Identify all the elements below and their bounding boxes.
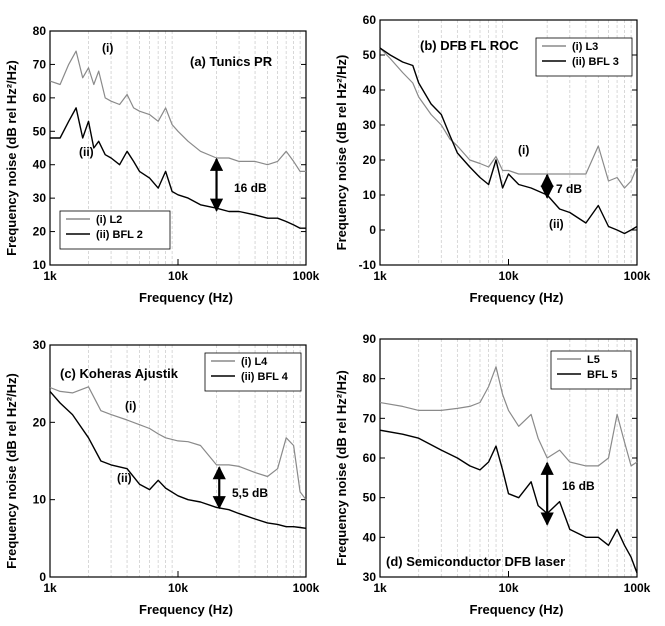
x-tick-label: 1k [373,581,387,595]
y-tick-label: 30 [33,338,47,352]
y-tick-label: 90 [363,332,377,346]
series-line [379,429,638,574]
series-annotation: (i) [102,41,113,55]
x-tick-label: 100k [624,581,651,595]
legend-box [535,37,633,77]
x-tick-label: 10k [498,269,518,283]
y-tick-label: 60 [363,451,377,465]
x-axis-label: Frequency (Hz) [470,602,564,617]
difference-label: 5,5 dB [232,486,268,500]
x-tick-label: 10k [498,581,518,595]
x-tick-label: 100k [624,269,651,283]
y-tick-label: 0 [369,223,376,237]
y-tick-label: 50 [363,48,377,62]
x-tick-label: 10k [168,581,188,595]
legend-box [204,352,302,392]
series-line [379,47,638,189]
y-axis-label: Frequency noise (dB rel Hz²/Hz) [4,60,19,256]
legend-label: L5 [587,354,600,366]
legend-box [59,210,171,250]
y-tick-label: 50 [33,124,47,138]
x-axis-label: Frequency (Hz) [139,602,233,617]
legend-label: (i) L4 [241,356,268,368]
y-tick-label: 10 [363,188,377,202]
y-tick-label: 40 [363,83,377,97]
y-tick-label: 20 [363,153,377,167]
y-tick-label: 10 [33,493,47,507]
legend-label: (ii) BFL 3 [572,56,619,68]
series-line [379,47,638,235]
chart-panel: 10 20 30 40 50 60 70 80 1k 10k 100k Frequency (Hz) F… [4,24,320,305]
legend-label: BFL 5 [587,369,617,381]
y-tick-label: 20 [33,415,47,429]
x-tick-label: 1k [43,269,57,283]
x-tick-label: 10k [168,269,188,283]
series-line [50,107,306,229]
series-annotation: (ii) [117,471,132,485]
series-annotation: (ii) [79,145,94,159]
chart-panel: -10 0 10 20 30 40 50 60 1k 10k 100k Frequency (Hz) F… [334,13,651,305]
y-tick-label: 10 [33,258,47,272]
legend-box [550,350,632,390]
y-tick-label: -10 [359,258,377,272]
y-axis-label: Frequency noise (dB rel Hz²/Hz) [4,373,19,569]
x-tick-label: 100k [293,581,320,595]
y-tick-label: 60 [363,13,377,27]
y-tick-label: 30 [33,191,47,205]
series-line [379,366,638,467]
panel-title: (c) Koheras Ajustik [60,366,179,381]
difference-label: 7 dB [556,182,582,196]
x-tick-label: 100k [293,269,320,283]
series-line [49,386,307,501]
y-tick-label: 40 [363,530,377,544]
x-axis-label: Frequency (Hz) [470,290,564,305]
y-tick-label: 80 [33,24,47,38]
legend-label: (ii) BFL 2 [96,229,143,241]
difference-label: 16 dB [234,181,267,195]
y-tick-label: 70 [33,57,47,71]
y-tick-label: 80 [363,372,377,386]
legend-label: (ii) BFL 4 [241,371,289,383]
x-tick-label: 1k [43,581,57,595]
y-tick-label: 60 [33,91,47,105]
panel-title: (b) DFB FL ROC [420,38,519,53]
series-line [49,50,306,172]
legend-label: (i) L3 [572,41,598,53]
y-tick-label: 40 [33,158,47,172]
y-tick-label: 0 [39,570,46,584]
panel-title: (d) Semiconductor DFB laser [386,554,565,569]
series-annotation: (i) [125,399,136,413]
y-axis-label: Frequency noise (dB rel Hz²/Hz) [334,55,349,251]
panel-title: (a) Tunics PR [190,54,273,69]
series-line [49,390,307,529]
y-tick-label: 50 [363,491,377,505]
difference-label: 16 dB [562,479,595,493]
legend-label: (i) L2 [96,214,122,226]
y-tick-label: 20 [33,225,47,239]
y-tick-label: 30 [363,570,377,584]
y-tick-label: 70 [363,411,377,425]
x-axis-label: Frequency (Hz) [139,290,233,305]
chart-panel: 30 40 50 60 70 80 90 1k 10k 100k Frequency (Hz) Fre… [334,332,651,617]
series-annotation: (ii) [549,217,564,231]
x-tick-label: 1k [373,269,387,283]
y-axis-label: Frequency noise (dB rel Hz²/Hz) [334,370,349,566]
chart-panel: 0 10 20 30 1k 10k 100k Frequency (Hz) Frequency … [4,338,320,617]
series-annotation: (i) [518,143,529,157]
y-tick-label: 30 [363,118,377,132]
